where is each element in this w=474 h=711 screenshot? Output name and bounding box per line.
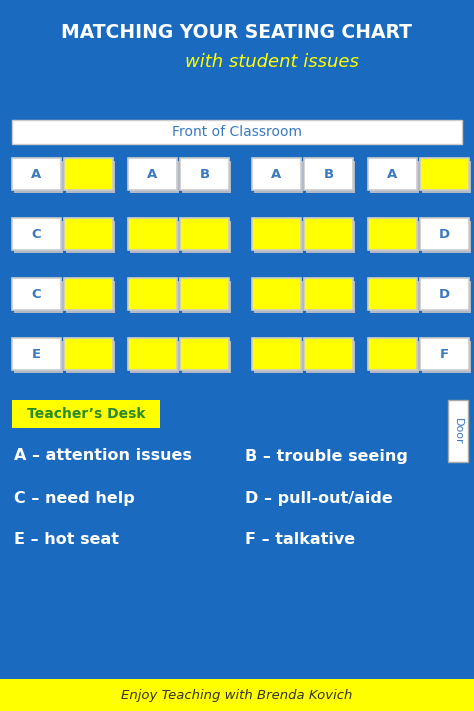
Text: A: A <box>387 168 398 181</box>
Bar <box>304 338 353 370</box>
Text: B – trouble seeing: B – trouble seeing <box>245 449 408 464</box>
Text: Teacher’s Desk: Teacher’s Desk <box>27 407 145 421</box>
Bar <box>180 218 229 250</box>
Bar <box>448 400 468 462</box>
Bar <box>182 281 231 313</box>
Bar <box>66 161 115 193</box>
Text: Enjoy Teaching with Brenda Kovich: Enjoy Teaching with Brenda Kovich <box>121 688 353 702</box>
Bar <box>306 161 355 193</box>
Bar <box>64 278 113 310</box>
Bar <box>182 221 231 253</box>
Bar <box>368 338 417 370</box>
Text: Front of Classroom: Front of Classroom <box>172 125 302 139</box>
Bar <box>420 158 469 190</box>
Bar <box>64 158 113 190</box>
Bar <box>304 218 353 250</box>
Bar <box>254 161 303 193</box>
Bar <box>304 158 353 190</box>
Text: D – pull-out/aide: D – pull-out/aide <box>245 491 393 506</box>
Bar <box>306 221 355 253</box>
Bar <box>306 281 355 313</box>
Text: B: B <box>200 168 210 181</box>
Bar <box>14 221 63 253</box>
Bar <box>130 341 179 373</box>
Bar <box>306 341 355 373</box>
Text: Door: Door <box>453 417 463 444</box>
Bar <box>180 158 229 190</box>
Bar <box>64 338 113 370</box>
Bar <box>370 221 419 253</box>
Bar <box>128 158 177 190</box>
Text: D: D <box>439 287 450 301</box>
Bar <box>370 341 419 373</box>
Bar <box>128 218 177 250</box>
Bar <box>130 221 179 253</box>
Bar <box>252 338 301 370</box>
Bar <box>254 341 303 373</box>
Bar <box>252 158 301 190</box>
Text: C – need help: C – need help <box>14 491 135 506</box>
Text: A: A <box>31 168 42 181</box>
Bar <box>180 338 229 370</box>
Bar <box>66 341 115 373</box>
Bar <box>254 221 303 253</box>
Bar <box>128 338 177 370</box>
Bar <box>182 341 231 373</box>
Bar <box>420 218 469 250</box>
Bar <box>0 679 474 711</box>
Text: D: D <box>439 228 450 240</box>
Bar <box>130 161 179 193</box>
Text: A – attention issues: A – attention issues <box>14 449 192 464</box>
Bar <box>368 218 417 250</box>
Text: A: A <box>147 168 158 181</box>
Bar <box>130 281 179 313</box>
Bar <box>14 341 63 373</box>
Text: E: E <box>32 348 41 360</box>
Bar <box>252 278 301 310</box>
Bar <box>12 218 61 250</box>
Bar <box>420 278 469 310</box>
Bar <box>422 161 471 193</box>
Text: E – hot seat: E – hot seat <box>14 533 119 547</box>
Bar <box>254 281 303 313</box>
Text: B: B <box>323 168 334 181</box>
Text: C: C <box>32 228 41 240</box>
Bar <box>370 281 419 313</box>
Bar <box>12 338 61 370</box>
Bar <box>422 221 471 253</box>
Text: F – talkative: F – talkative <box>245 533 355 547</box>
Bar <box>180 278 229 310</box>
Bar <box>420 338 469 370</box>
Bar <box>252 218 301 250</box>
Bar <box>12 400 160 428</box>
Text: A: A <box>272 168 282 181</box>
Bar <box>66 281 115 313</box>
Bar <box>128 278 177 310</box>
Text: C: C <box>32 287 41 301</box>
Bar <box>12 158 61 190</box>
Bar <box>12 278 61 310</box>
Bar <box>368 158 417 190</box>
Bar <box>182 161 231 193</box>
Bar <box>14 161 63 193</box>
Bar <box>304 278 353 310</box>
Bar <box>422 281 471 313</box>
Bar <box>422 341 471 373</box>
Text: F: F <box>440 348 449 360</box>
Bar <box>66 221 115 253</box>
Text: MATCHING YOUR SEATING CHART: MATCHING YOUR SEATING CHART <box>62 23 412 41</box>
Bar <box>12 120 462 144</box>
Bar <box>368 278 417 310</box>
Bar <box>370 161 419 193</box>
Text: with student issues: with student issues <box>185 53 359 71</box>
Bar <box>14 281 63 313</box>
Bar <box>64 218 113 250</box>
